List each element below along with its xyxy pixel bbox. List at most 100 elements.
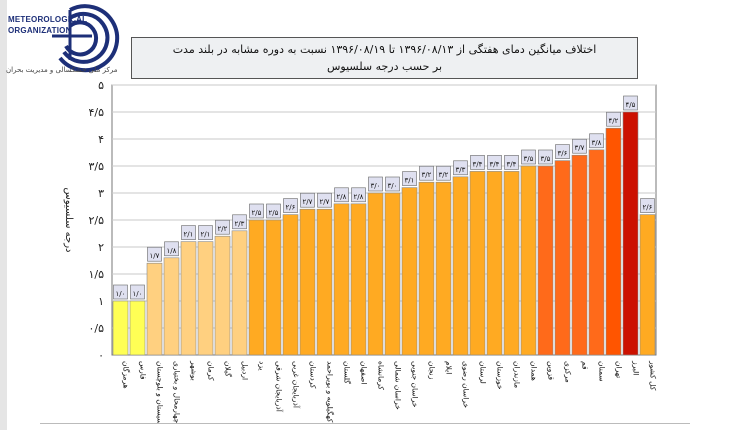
bar (435, 181, 452, 356)
category-label: چهارمحال و بختیاری (173, 361, 182, 424)
bar-value-box (504, 155, 519, 170)
bar-value-box (113, 284, 128, 300)
bar-value-label: ۱/۰ (133, 290, 143, 298)
bar (333, 203, 350, 356)
bar-value-label: ۳/۲ (439, 171, 449, 179)
category-label: فارس (139, 361, 148, 380)
bar (588, 149, 605, 356)
bar (554, 160, 571, 356)
logo-org-line1: METEOROLOGICAL (8, 15, 88, 24)
category-label: سمنان (598, 361, 607, 382)
bar-value-label: ۴/۲ (609, 117, 619, 125)
category-label: خراسان رضوی (462, 361, 471, 408)
category-label: بوشهر (190, 360, 199, 381)
category-label: اصفهان (360, 361, 369, 385)
bar-value-label: ۲/۱ (201, 231, 211, 239)
category-label: کهگیلویه و بویراحمد (326, 361, 335, 423)
bar (163, 257, 180, 356)
bar (605, 127, 622, 356)
bar-value-label: ۳/۶ (558, 150, 568, 158)
bar-value-box (487, 155, 502, 170)
bar-value-box (402, 171, 417, 186)
bar-value-box (640, 198, 655, 213)
bar-value-label: ۲/۷ (303, 198, 313, 206)
category-label: البرز (632, 360, 641, 375)
category-label: کرمان (207, 361, 216, 381)
bar-value-box (436, 165, 451, 181)
bar-value-box (300, 192, 315, 208)
bar-value-box (572, 138, 587, 154)
bar-value-label: ۱/۸ (167, 247, 177, 255)
bar-value-box (521, 149, 536, 165)
bar (350, 203, 367, 356)
bar-value-box (589, 133, 604, 149)
category-label: تهران (615, 361, 624, 378)
category-label: کل کشور (649, 360, 658, 391)
bar (197, 241, 214, 356)
bar-value-label: ۳/۴ (473, 160, 483, 168)
logo-center-name: مرکز ملی خشکسالی و مدیریت بحران (6, 66, 118, 74)
bar (214, 235, 231, 356)
logo-mark (52, 4, 120, 73)
bar-value-label: ۳/۴ (490, 160, 500, 168)
bar (622, 111, 639, 356)
category-label: گیلان (224, 361, 233, 377)
bar (639, 214, 656, 356)
scan-edge-strip (0, 0, 7, 430)
category-label: کرمانشاه (377, 361, 386, 390)
category-label: مازندران (513, 361, 522, 388)
bar (571, 154, 588, 356)
bar (384, 192, 401, 356)
bar-value-box (368, 176, 383, 192)
bar (129, 300, 146, 356)
bar (520, 165, 537, 356)
bar-value-box (130, 284, 145, 300)
y-tick-label: ۳/۵ (88, 160, 104, 173)
bar-value-box (232, 214, 247, 230)
bar-value-label: ۳/۱ (405, 177, 415, 185)
bar-value-box (266, 203, 281, 219)
bar-value-label: ۳/۰ (388, 182, 398, 190)
category-label: یزد (258, 361, 267, 371)
bar-value-label: ۲/۶ (643, 204, 653, 212)
bar-value-box (164, 241, 179, 257)
bottom-divider (40, 423, 690, 424)
bar-value-label: ۲/۸ (337, 193, 347, 201)
bar-value-box (351, 187, 366, 203)
y-tick-label: ۲/۵ (88, 214, 104, 227)
bar-value-label: ۴/۵ (626, 101, 636, 109)
bar-value-box (249, 203, 264, 219)
bar-value-box (198, 225, 213, 240)
bar (367, 192, 384, 356)
bar (231, 230, 248, 356)
category-label: مرکزی (564, 361, 573, 383)
y-tick-label: ۰ (98, 349, 104, 362)
bar-value-label: ۲/۸ (354, 193, 364, 201)
bar-value-box (385, 176, 400, 192)
bar-value-label: ۳/۸ (592, 139, 602, 147)
bar-value-box (419, 165, 434, 181)
chart-title: اختلاف میانگین دمای هفتگی از ۱۳۹۶/۰۸/۱۳ … (172, 43, 597, 56)
y-tick-label: ۰/۵ (88, 322, 104, 335)
bar (299, 208, 316, 356)
bar-value-box (623, 95, 638, 111)
category-label: زنجان (428, 361, 437, 380)
bar (486, 171, 503, 356)
bar-value-label: ۲/۵ (252, 209, 262, 217)
bar-value-label: ۲/۶ (286, 204, 296, 212)
bar-value-box (334, 187, 349, 203)
category-label: کردستان (309, 361, 318, 389)
y-tick-label: ۴/۵ (88, 106, 104, 119)
bar-value-box (147, 246, 162, 262)
category-label: آذربایجان غربی (292, 361, 302, 409)
bar (418, 181, 435, 356)
bar-value-label: ۳/۵ (524, 155, 534, 163)
bar-value-label: ۲/۷ (320, 198, 330, 206)
category-label: سیستان و بلوچستان (156, 361, 165, 425)
chart-subtitle: بر حسب درجه سلسیوس (326, 60, 443, 73)
bar-value-label: ۳/۷ (575, 144, 585, 152)
bar-value-label: ۳/۴ (507, 160, 517, 168)
bar (537, 165, 554, 356)
category-label: هرمزگان (122, 361, 131, 389)
